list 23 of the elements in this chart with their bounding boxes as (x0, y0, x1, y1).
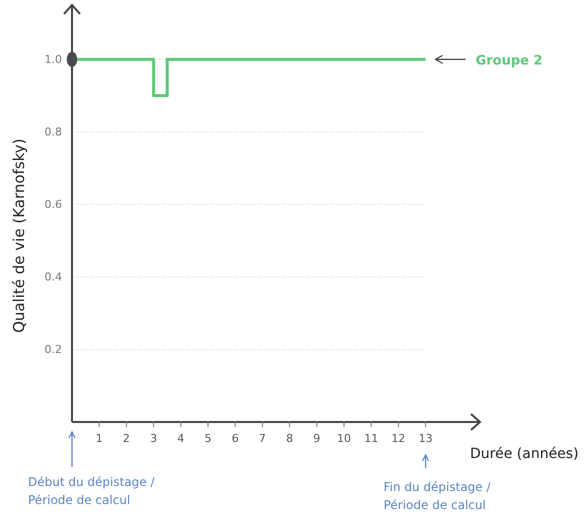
x-tick-label: 11 (364, 432, 378, 445)
x-tick-label: 7 (258, 432, 266, 445)
y-tick-label: 0.8 (44, 125, 62, 138)
y-tick-label: 1.0 (44, 52, 62, 66)
text: Début du dépistage / Période de calcul (28, 475, 156, 507)
x-tick-label: 12 (391, 432, 406, 445)
y-tick-label: 0.4 (44, 270, 62, 284)
x-tick-label: 2 (122, 432, 130, 445)
x-tick-label: 10 (337, 432, 351, 445)
x-tick-label: 13 (418, 432, 433, 445)
y-axis-title: Qualité de vie (Karnofsky) (10, 138, 28, 333)
x-tick-label: 1 (96, 432, 103, 445)
text: Groupe 2 (476, 53, 543, 68)
x-tick-label: 4 (177, 432, 184, 445)
x-tick-label: 3 (150, 432, 158, 445)
x-tick-label: 8 (286, 432, 294, 445)
x-axis-title: Durée (années) (470, 446, 579, 462)
x-tick-label: 9 (313, 432, 320, 445)
y-tick-label: 0.6 (44, 198, 62, 211)
x-tick-label: 6 (232, 432, 239, 445)
x-tick-label: 5 (204, 432, 212, 445)
y-tick-label: 0.2 (44, 343, 62, 356)
text: Fin du dépistage / Période de calcul (384, 480, 492, 512)
